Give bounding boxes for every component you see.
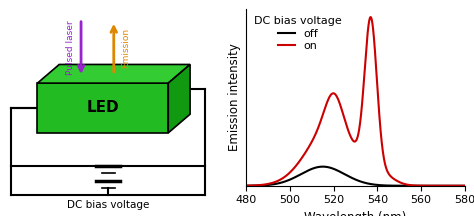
Polygon shape [37,64,190,83]
Polygon shape [168,64,190,133]
X-axis label: Wavelength (nm): Wavelength (nm) [304,211,407,216]
Text: Pulsed laser: Pulsed laser [66,21,74,75]
Text: Emission: Emission [121,28,130,68]
Text: LED: LED [87,100,119,116]
Y-axis label: Emission intensity: Emission intensity [228,43,241,151]
Legend: off, on: off, on [252,14,344,53]
Text: DC bias voltage: DC bias voltage [67,200,149,210]
Polygon shape [37,83,168,133]
